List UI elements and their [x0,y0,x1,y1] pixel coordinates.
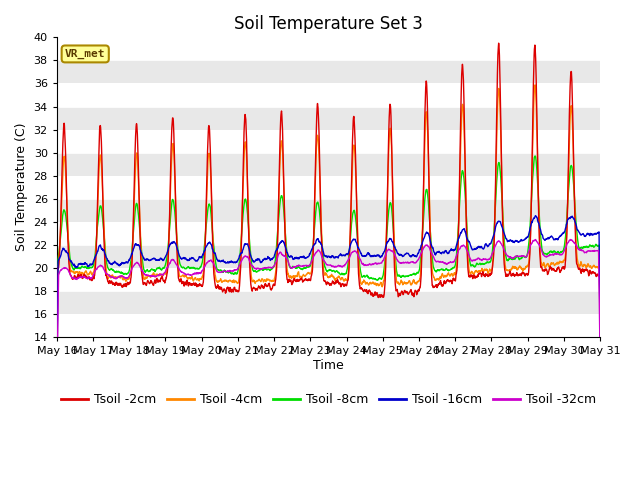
Text: VR_met: VR_met [65,49,106,59]
Bar [57,37,600,60]
Title: Soil Temperature Set 3: Soil Temperature Set 3 [234,15,423,33]
Bar [57,130,600,153]
Bar [57,153,600,176]
Y-axis label: Soil Temperature (C): Soil Temperature (C) [15,123,28,252]
X-axis label: Time: Time [313,359,344,372]
Bar [57,291,600,314]
Legend: Tsoil -2cm, Tsoil -4cm, Tsoil -8cm, Tsoil -16cm, Tsoil -32cm: Tsoil -2cm, Tsoil -4cm, Tsoil -8cm, Tsoi… [56,388,602,411]
Bar [57,245,600,268]
Bar [57,222,600,245]
Bar [57,314,600,337]
Bar [57,268,600,291]
Bar [57,176,600,199]
Bar [57,107,600,130]
Bar [57,199,600,222]
Bar [57,60,600,84]
Bar [57,84,600,107]
